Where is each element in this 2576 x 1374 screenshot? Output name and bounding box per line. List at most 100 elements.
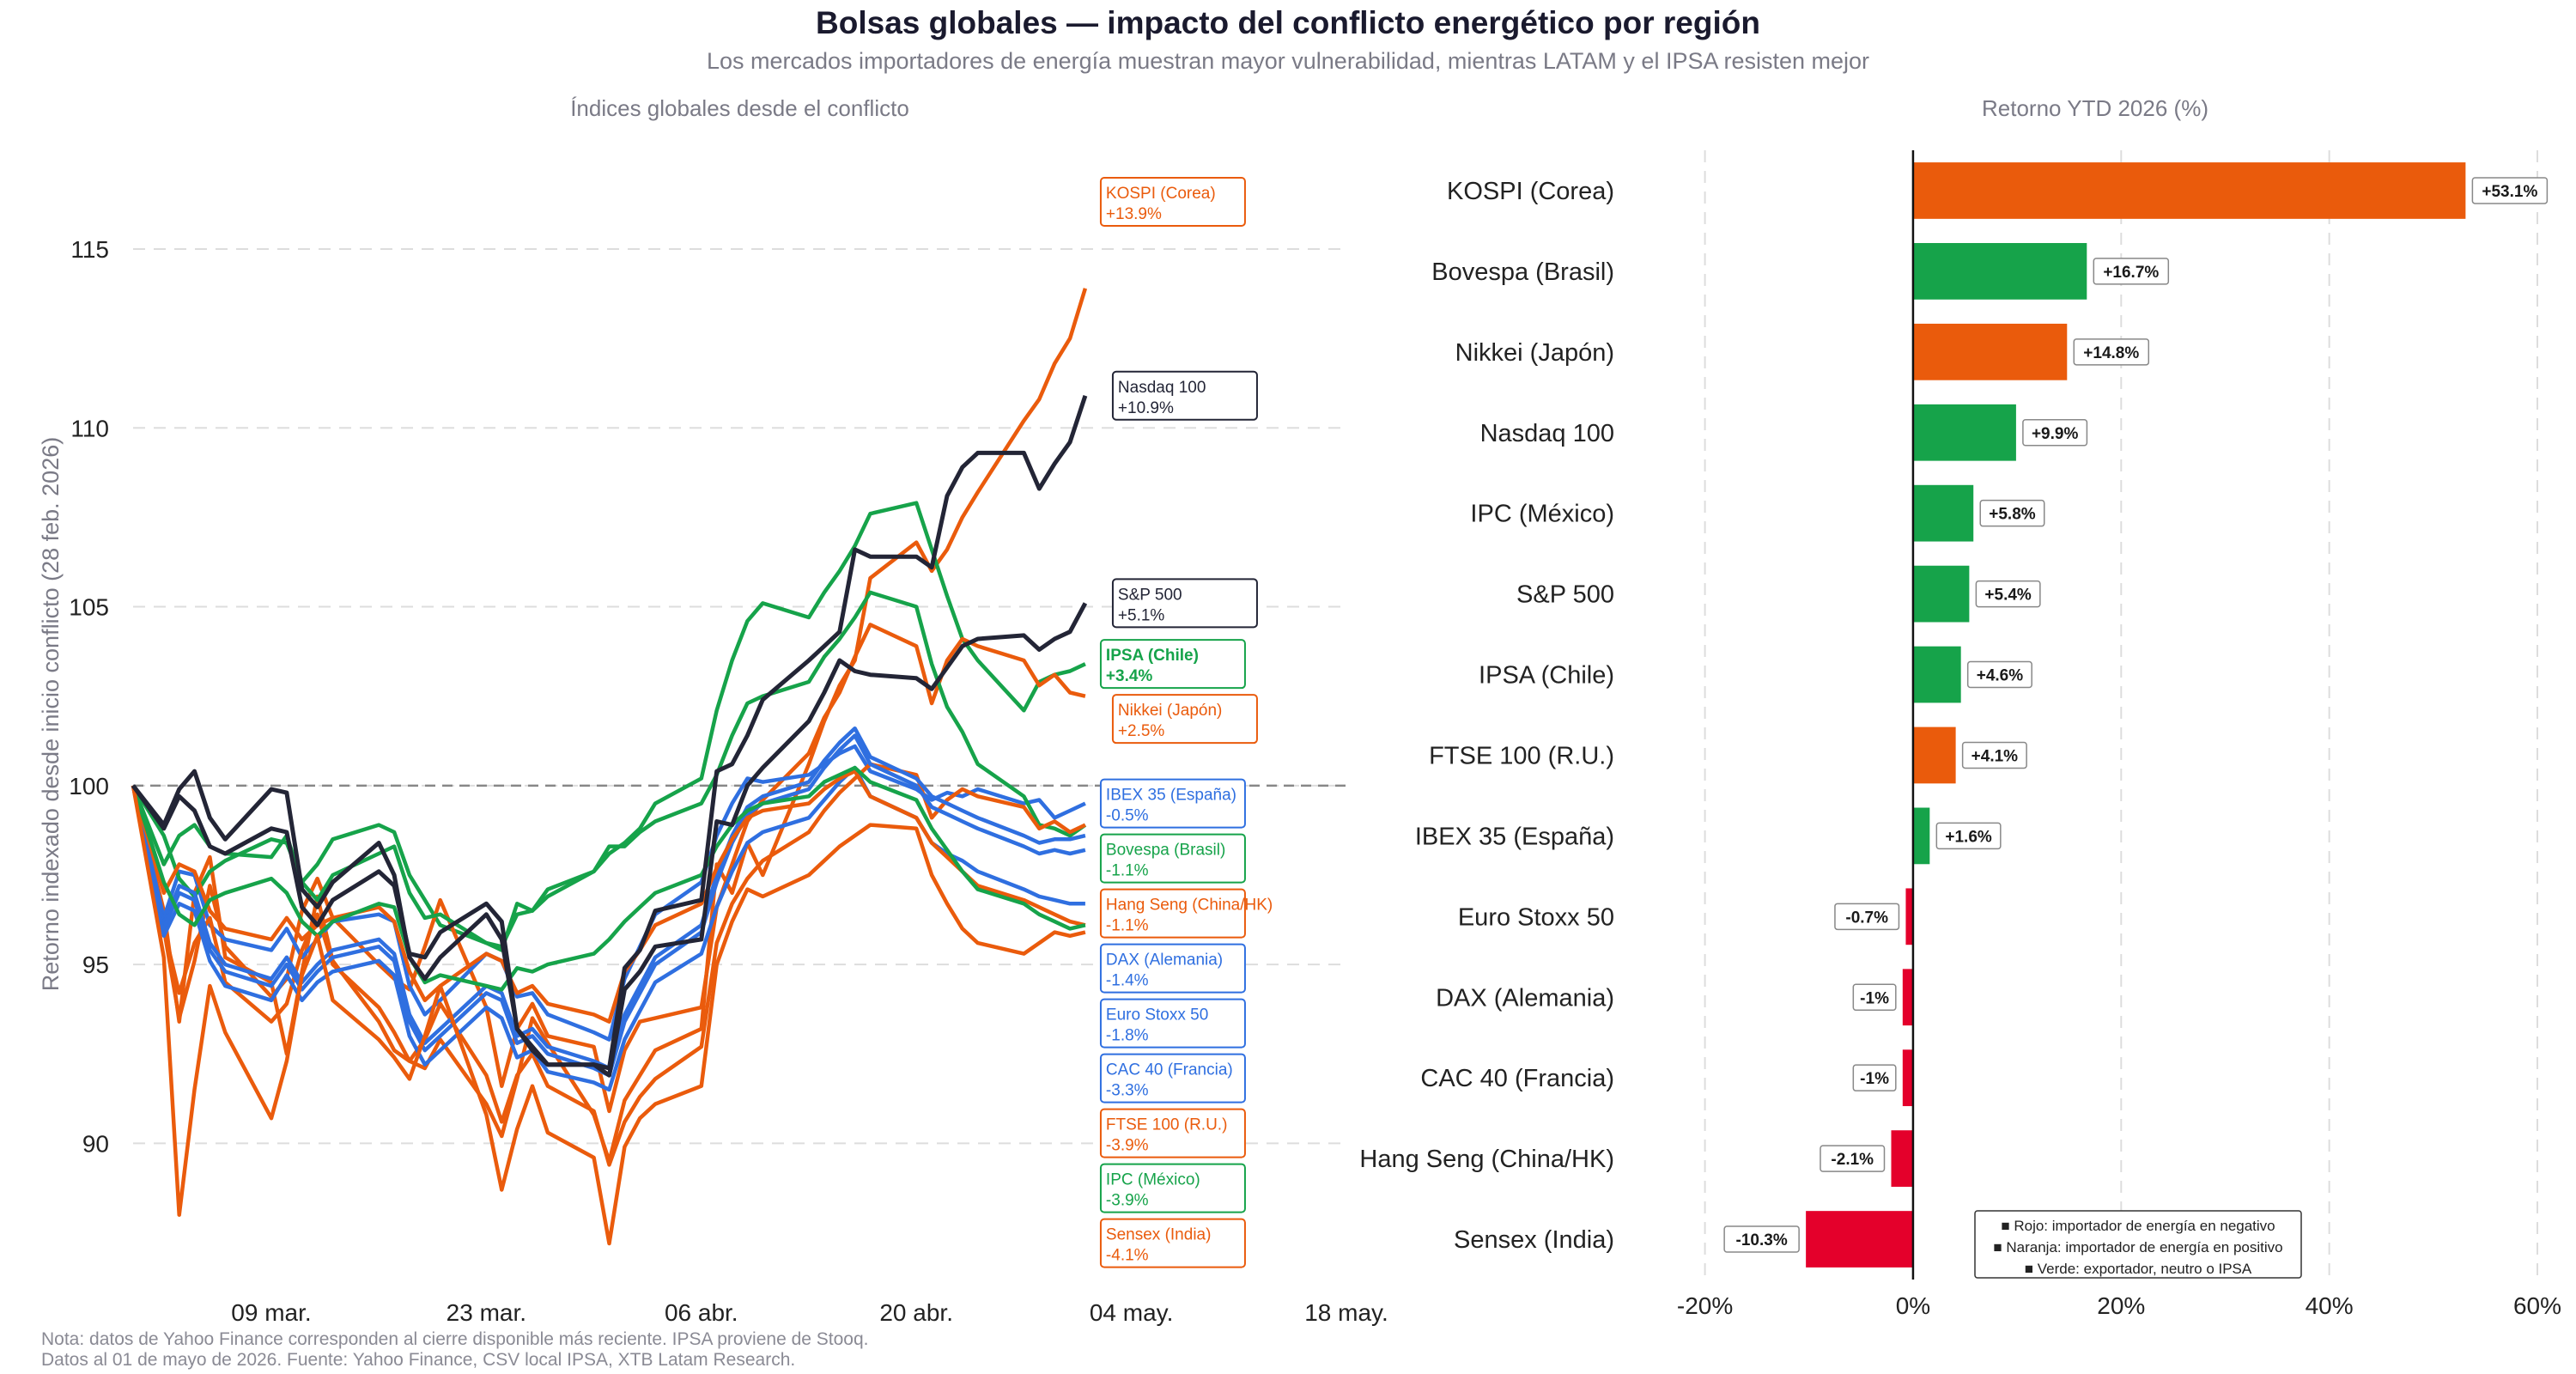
category-label: Nikkei (Japón) [1455,339,1614,367]
x-tick-label: 20 abr. [879,1299,953,1326]
value-label-text: +16.7% [2103,264,2159,282]
end-label-box [1099,1163,1246,1213]
end-label-hang-seng-china-hk: Hang Seng (China/HK) -1.1% [1099,888,1273,939]
series-line-s-p-500 [131,602,1088,1078]
value-label-s-p-500: +5.4% [1975,580,2041,608]
x-tick-label: -20% [1677,1292,1733,1319]
series-value-label: -4.1% [1106,1247,1149,1265]
series-value-label: -1.4% [1106,972,1149,990]
value-label-box [1975,580,2041,608]
end-label-box [1099,998,1246,1049]
y-tick-label: 105 [69,594,109,621]
value-label-ipsa-chile: +4.6% [1966,660,2032,689]
value-label-kospi-corea: +53.1% [2471,177,2549,204]
value-label-ibex-35-espana: +1.6% [1935,822,2002,850]
x-tick-label: 60% [2513,1292,2561,1319]
series-name-label: KOSPI (Corea) [1106,185,1216,203]
value-label-box [2093,258,2170,285]
value-label-nasdaq-100: +9.9% [2022,419,2088,447]
chart-subtitle: Los mercados importadores de energía mue… [706,48,1870,74]
value-label-text: -0.7% [1845,909,1888,927]
series-name-label: FTSE 100 (R.U.) [1106,1116,1227,1134]
y-tick-label: 110 [70,415,109,441]
footnote-line-1: Nota: datos de Yahoo Finance corresponde… [41,1329,869,1349]
legend-entry: ■ Verde: exportador, neutro o IPSA [2025,1261,2252,1277]
end-label-sensex-india: Sensex (India) -4.1% [1099,1218,1246,1268]
value-label-ftse-100-r-u: +4.1% [1961,741,2027,769]
y-tick-label: 95 [82,951,109,978]
series-line-nasdaq-100 [131,395,1088,1071]
value-label-text: -2.1% [1831,1151,1874,1169]
category-label: CAC 40 (Francia) [1420,1065,1614,1092]
series-name-label: DAX (Alemania) [1106,951,1223,970]
value-label-box [1852,983,1897,1011]
end-label-box [1099,177,1246,227]
bar-nikkei-japon [1912,323,2068,380]
chart-title: Bolsas globales — impacto del conflicto … [816,5,1760,40]
end-label-euro-stoxx-50: Euro Stoxx 50 -1.8% [1099,998,1246,1049]
value-label-text: -1% [1860,1070,1889,1088]
category-label: DAX (Alemania) [1436,984,1614,1012]
value-label-text: +4.1% [1971,747,2019,765]
category-label: Sensex (India) [1454,1226,1614,1254]
value-label-text: -10.3% [1736,1231,1788,1249]
series-value-label: -3.9% [1106,1137,1149,1155]
value-label-text: +5.8% [1989,506,2036,524]
bar-s-p-500 [1912,565,1970,623]
bar-euro-stoxx-50 [1905,888,1913,945]
series-value-label: +3.4% [1106,667,1153,685]
end-label-ipc-mexico: IPC (México) -3.9% [1099,1163,1246,1213]
category-label: IBEX 35 (España) [1415,823,1614,850]
value-label-cac-40-francia: -1% [1852,1064,1897,1091]
bar-legend: ■ Rojo: importador de energía en negativ… [1974,1210,2302,1279]
y-tick-label: 115 [70,236,109,263]
x-tick-label: 18 may. [1304,1299,1388,1326]
category-label: Nasdaq 100 [1480,420,1614,447]
legend-box [1974,1210,2302,1279]
bar-cac-40-francia [1902,1049,1913,1107]
series-line-euro-stoxx-50 [131,733,1086,1078]
series-value-label: -3.3% [1106,1082,1149,1100]
y-axis-label: Retorno indexado desde inicio conflicto … [38,437,64,991]
bar-sensex-india [1806,1211,1913,1268]
end-label-dax-alemania: DAX (Alemania) -1.4% [1099,943,1246,994]
end-label-box [1111,578,1258,629]
series-name-label: Nasdaq 100 [1118,379,1206,397]
value-label-box [1852,1064,1897,1091]
value-label-euro-stoxx-50: -0.7% [1834,903,1900,931]
value-label-text: +4.6% [1977,667,2024,685]
end-label-nasdaq-100: Nasdaq 100 +10.9% [1111,370,1258,421]
value-label-hang-seng-china-hk: -2.1% [1820,1145,1886,1172]
value-label-box [1834,903,1900,931]
end-label-bovespa-brasil: Bovespa (Brasil) -1.1% [1099,833,1246,884]
bar-ipc-mexico [1912,484,1974,542]
value-label-text: +9.9% [2032,425,2079,443]
bar-ibex-35-espana [1912,807,1930,865]
value-label-text: +5.4% [1984,587,2032,605]
end-label-box [1099,943,1246,994]
series-line-sensex-india [131,785,1086,1246]
value-label-text: +1.6% [1945,828,1992,846]
value-label-box [1723,1225,1800,1253]
x-tick-label: 0% [1896,1292,1930,1319]
category-label: IPSA (Chile) [1479,662,1614,690]
footnote-line-2: Datos al 01 de mayo de 2026. Fuente: Yah… [41,1350,796,1370]
end-label-nikkei-japon: Nikkei (Japón) +2.5% [1111,694,1258,745]
value-label-bovespa-brasil: +16.7% [2093,258,2170,285]
value-label-box [1979,499,2045,527]
end-label-cac-40-francia: CAC 40 (Francia) -3.3% [1099,1053,1246,1103]
end-label-ftse-100-r-u: FTSE 100 (R.U.) -3.9% [1099,1108,1246,1158]
value-label-box [1966,660,2032,689]
value-label-nikkei-japon: +14.8% [2073,338,2150,366]
series-value-label: -1.1% [1106,917,1149,935]
value-label-dax-alemania: -1% [1852,983,1897,1011]
series-name-label: Sensex (India) [1106,1226,1212,1244]
series-value-label: -1.8% [1106,1027,1149,1045]
y-tick-label: 100 [69,773,109,799]
bar-kospi-corea [1912,162,2466,219]
line-chart-title: Índices globales desde el conflicto [570,95,909,121]
end-label-box [1099,1053,1246,1103]
bar-ipsa-chile [1912,646,1961,703]
end-label-box [1111,370,1258,421]
end-label-box [1099,1218,1246,1268]
